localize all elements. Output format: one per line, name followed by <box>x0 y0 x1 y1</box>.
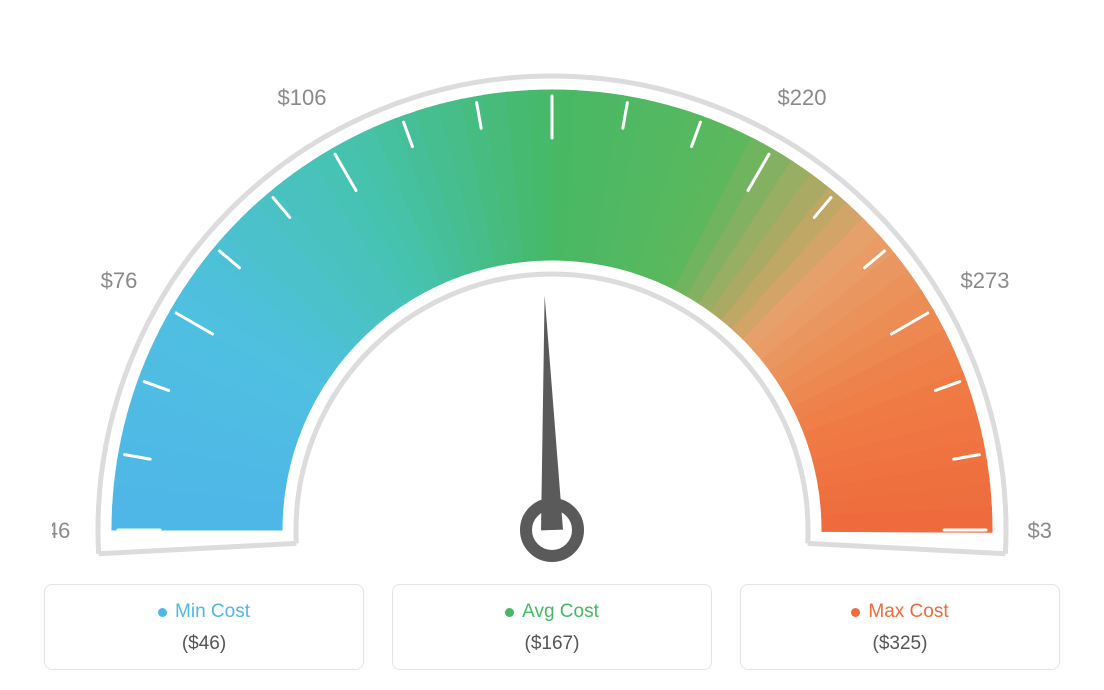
legend-title-avg: Avg Cost <box>505 601 599 623</box>
legend-card-avg: Avg Cost ($167) <box>392 584 712 670</box>
svg-text:$46: $46 <box>52 518 70 543</box>
svg-text:$167: $167 <box>528 40 577 43</box>
legend-title-min: Min Cost <box>158 601 250 623</box>
gauge-svg: $46 $76 $106 $167 $220 $273 $325 <box>52 40 1052 600</box>
svg-text:$273: $273 <box>961 268 1010 293</box>
legend-label: Avg Cost <box>522 601 599 623</box>
legend-value: ($46) <box>55 633 353 655</box>
legend-title-max: Max Cost <box>851 601 948 623</box>
legend-value: ($325) <box>751 633 1049 655</box>
legend-value: ($167) <box>403 633 701 655</box>
legend-label: Min Cost <box>175 601 250 623</box>
dot-icon <box>851 608 860 617</box>
gauge-chart: $46 $76 $106 $167 $220 $273 $325 <box>0 0 1104 560</box>
svg-text:$325: $325 <box>1028 518 1052 543</box>
legend-label: Max Cost <box>868 601 948 623</box>
legend-card-max: Max Cost ($325) <box>740 584 1060 670</box>
svg-text:$76: $76 <box>101 268 138 293</box>
legend-row: Min Cost ($46) Avg Cost ($167) Max Cost … <box>0 584 1104 670</box>
dot-icon <box>158 608 167 617</box>
svg-text:$220: $220 <box>778 85 827 110</box>
legend-card-min: Min Cost ($46) <box>44 584 364 670</box>
svg-text:$106: $106 <box>278 85 327 110</box>
dot-icon <box>505 608 514 617</box>
